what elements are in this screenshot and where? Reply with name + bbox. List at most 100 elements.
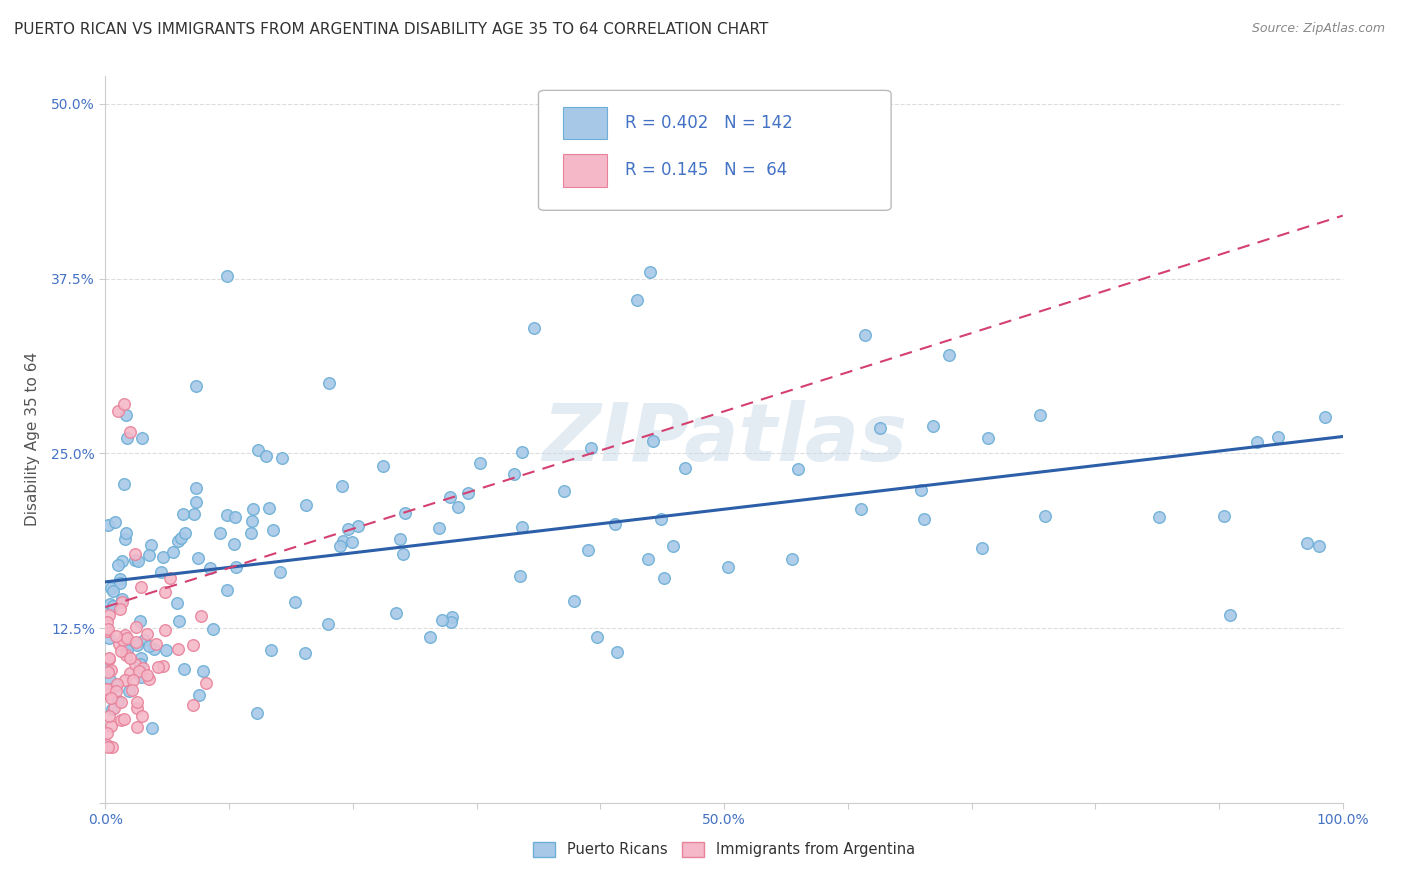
Point — [1212, 508, 1234, 523]
Point — [329, 539, 352, 553]
Point — [167, 534, 190, 549]
Point — [100, 691, 122, 706]
Point — [509, 568, 531, 582]
Point — [780, 551, 803, 566]
Point — [938, 348, 960, 362]
Point — [152, 549, 174, 564]
Text: R = 0.402   N = 142: R = 0.402 N = 142 — [626, 114, 793, 132]
Point — [606, 645, 628, 659]
Point — [242, 502, 264, 516]
Point — [111, 592, 134, 607]
Point — [97, 709, 120, 723]
Point — [118, 651, 141, 665]
Point — [104, 680, 127, 694]
Point — [340, 534, 363, 549]
Point — [254, 449, 277, 463]
Point — [98, 651, 121, 665]
Point — [150, 565, 173, 579]
Point — [166, 596, 188, 610]
Point — [110, 576, 132, 591]
Point — [111, 554, 134, 568]
Point — [553, 484, 575, 499]
Point — [128, 664, 150, 678]
Point — [96, 681, 118, 696]
Point — [114, 673, 136, 688]
Point — [170, 531, 193, 545]
Point — [427, 521, 450, 535]
Point — [115, 431, 138, 445]
Point — [139, 538, 162, 552]
Point — [173, 526, 195, 541]
Point — [124, 553, 146, 567]
Point — [120, 666, 142, 681]
Text: PUERTO RICAN VS IMMIGRANTS FROM ARGENTINA DISABILITY AGE 35 TO 64 CORRELATION CH: PUERTO RICAN VS IMMIGRANTS FROM ARGENTIN… — [14, 22, 769, 37]
Point — [127, 554, 149, 568]
Point — [194, 676, 217, 690]
Point — [96, 738, 118, 752]
Point — [1246, 434, 1268, 449]
Point — [190, 608, 212, 623]
Point — [115, 648, 138, 662]
Point — [103, 701, 125, 715]
Point — [589, 180, 612, 194]
Point — [110, 572, 132, 586]
Point — [262, 523, 284, 537]
Point — [101, 599, 124, 613]
Point — [131, 670, 153, 684]
Point — [110, 695, 132, 709]
Point — [638, 264, 661, 278]
Point — [132, 661, 155, 675]
Point — [579, 441, 602, 455]
Point — [108, 602, 131, 616]
Point — [208, 526, 231, 541]
Point — [110, 713, 132, 727]
Point — [173, 662, 195, 676]
Point — [97, 622, 120, 636]
Point — [198, 561, 221, 575]
Point — [96, 661, 118, 675]
Point — [388, 532, 411, 546]
Point — [1267, 430, 1289, 444]
Point — [440, 615, 463, 629]
Point — [1219, 607, 1241, 622]
Point — [523, 321, 546, 335]
Point — [337, 522, 360, 536]
Point — [114, 526, 136, 541]
Point — [510, 520, 533, 534]
Point — [217, 508, 239, 522]
Point — [172, 507, 194, 521]
Point — [125, 619, 148, 633]
Point — [787, 462, 810, 476]
Point — [626, 293, 648, 307]
Point — [107, 694, 129, 708]
Point — [652, 571, 675, 585]
Point — [186, 481, 208, 495]
Y-axis label: Disability Age 35 to 64: Disability Age 35 to 64 — [25, 352, 39, 526]
Point — [112, 712, 135, 726]
Point — [96, 518, 118, 533]
Point — [96, 624, 118, 638]
Point — [187, 551, 209, 566]
Point — [184, 379, 207, 393]
Point — [330, 479, 353, 493]
Point — [661, 539, 683, 553]
Point — [146, 660, 169, 674]
Point — [117, 637, 139, 651]
Point — [392, 548, 415, 562]
Point — [240, 515, 263, 529]
Point — [225, 559, 247, 574]
Point — [97, 652, 120, 666]
Point — [162, 545, 184, 559]
Point — [603, 516, 626, 531]
Point — [419, 630, 441, 644]
Point — [138, 673, 160, 687]
Point — [105, 676, 128, 690]
Point — [585, 630, 607, 644]
Point — [318, 617, 340, 632]
Point — [562, 594, 585, 608]
Point — [222, 537, 245, 551]
Point — [215, 582, 238, 597]
Point — [141, 722, 163, 736]
Point — [155, 643, 177, 657]
Point — [441, 610, 464, 624]
